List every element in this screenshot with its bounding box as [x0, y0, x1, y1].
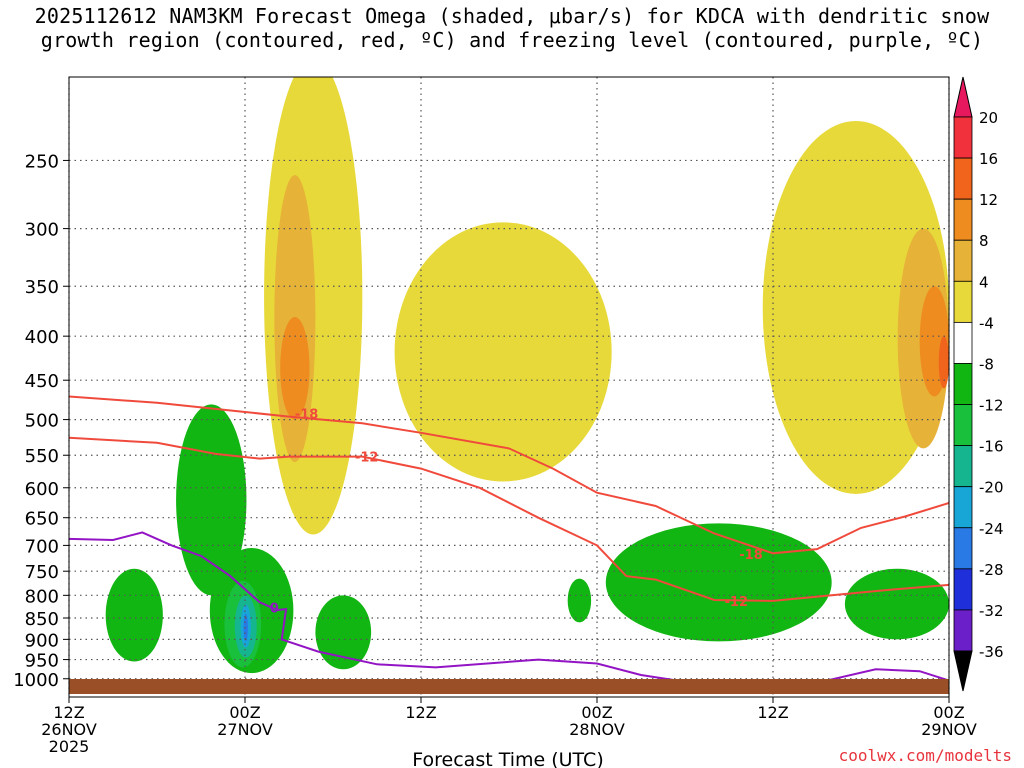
y-tick-label: 250 [25, 151, 59, 172]
omega-area-18 [243, 613, 248, 642]
y-tick-label: 750 [25, 562, 59, 583]
y-tick-label: 400 [25, 327, 59, 348]
omega-area-13 [605, 523, 832, 642]
chart-title-line-1: 2025112612 NAM3KM Forecast Omega (shaded… [34, 4, 990, 28]
y-tick-label: 300 [25, 220, 59, 241]
colorbar-label: 12 [979, 191, 998, 209]
x-tick-label: 00Z [581, 703, 612, 722]
colorbar-label: -20 [979, 479, 1004, 497]
site-credit[interactable]: coolwx.com/modelts [838, 746, 1012, 765]
colorbar-label: 4 [979, 273, 989, 291]
plot-frame [68, 76, 950, 698]
colorbar: 20 16 12 8 4 -4 -8 -12 -16 -20 -24 -28 -32 -36 [953, 76, 1004, 692]
y-tick-label: 950 [25, 651, 59, 672]
y-tick-label: 450 [25, 371, 59, 392]
omega-shading [105, 77, 949, 674]
colorbar-label: -16 [979, 438, 1004, 456]
y-tick-label: 600 [25, 479, 59, 500]
dgz-contour-label: -12 [725, 595, 749, 610]
colorbar-segment [953, 198, 973, 241]
colorbar-segment [953, 404, 973, 447]
chart-title-line-2: growth region (contoured, red, ºC) and f… [40, 28, 984, 52]
dgz-contour-0 [69, 395, 949, 555]
colorbar-label: -36 [979, 643, 1004, 661]
gridlines [68, 77, 950, 697]
colorbar-segment [953, 445, 973, 488]
colorbar-label: -12 [979, 397, 1004, 415]
dgz-contour-label: -18 [295, 408, 319, 423]
omega-area-11 [315, 595, 372, 670]
omega-area-3 [394, 222, 612, 482]
freezing-level-label: 0 [270, 601, 279, 616]
y-tick-label: 800 [25, 586, 59, 607]
colorbar-segment [953, 486, 973, 529]
colorbar-segment [953, 568, 973, 611]
y-tick-label: 500 [25, 411, 59, 432]
x-tick-label: 00Z [933, 703, 964, 722]
colorbar-label: -4 [979, 314, 994, 332]
y-tick-label: 700 [25, 536, 59, 557]
colorbar-label: 16 [979, 150, 998, 168]
y-tick-label: 1000 [13, 670, 59, 691]
y-tick-label: 350 [25, 277, 59, 298]
x-tick-label: 2025 [49, 737, 90, 756]
contours: -18 -18 -12 -12 0 [69, 395, 949, 688]
y-axis-ticks: 2503003504004505005506006507007508008509… [13, 151, 69, 691]
x-tick-label: 29NOV [921, 720, 977, 739]
colorbar-segment [953, 116, 973, 159]
x-tick-label: 12Z [405, 703, 436, 722]
y-tick-label: 550 [25, 446, 59, 467]
colorbar-label: 20 [979, 109, 998, 127]
omega-area-14 [844, 568, 949, 640]
colorbar-label: -32 [979, 602, 1004, 620]
y-tick-label: 650 [25, 509, 59, 530]
omega-area-8 [176, 404, 247, 596]
colorbar-top-arrow [953, 76, 973, 118]
colorbar-label: -28 [979, 561, 1004, 579]
dgz-contour-1 [69, 436, 949, 602]
colorbar-bottom-arrow [953, 650, 973, 692]
x-axis-label: Forecast Time (UTC) [412, 749, 603, 768]
x-tick-label: 12Z [757, 703, 788, 722]
x-tick-label: 26NOV [41, 720, 97, 739]
surface-terrain [69, 679, 949, 694]
x-tick-label: 28NOV [569, 720, 625, 739]
omega-area-9 [105, 568, 163, 662]
x-tick-label: 27NOV [217, 720, 273, 739]
freezing-level-0 [69, 531, 715, 688]
colorbar-label: 8 [979, 232, 989, 250]
colorbar-label: -24 [979, 520, 1004, 538]
y-tick-label: 850 [25, 609, 59, 630]
omega-area-12 [567, 578, 592, 623]
colorbar-segment [953, 609, 973, 652]
colorbar-segment [953, 239, 973, 282]
colorbar-segment [953, 321, 973, 364]
colorbar-segment [953, 363, 973, 405]
x-tick-label: 00Z [229, 703, 260, 722]
dgz-contour-label: -12 [355, 451, 379, 466]
colorbar-segment [953, 157, 973, 200]
colorbar-segment [953, 280, 973, 323]
colorbar-label: -8 [979, 355, 994, 373]
omega-area-7 [938, 336, 949, 389]
colorbar-segment [953, 527, 973, 570]
freezing-level-1 [802, 668, 949, 688]
x-tick-label: 12Z [53, 703, 84, 722]
dgz-contour-label: -18 [739, 548, 763, 563]
omega-area-2 [280, 316, 310, 420]
y-tick-label: 900 [25, 630, 59, 651]
